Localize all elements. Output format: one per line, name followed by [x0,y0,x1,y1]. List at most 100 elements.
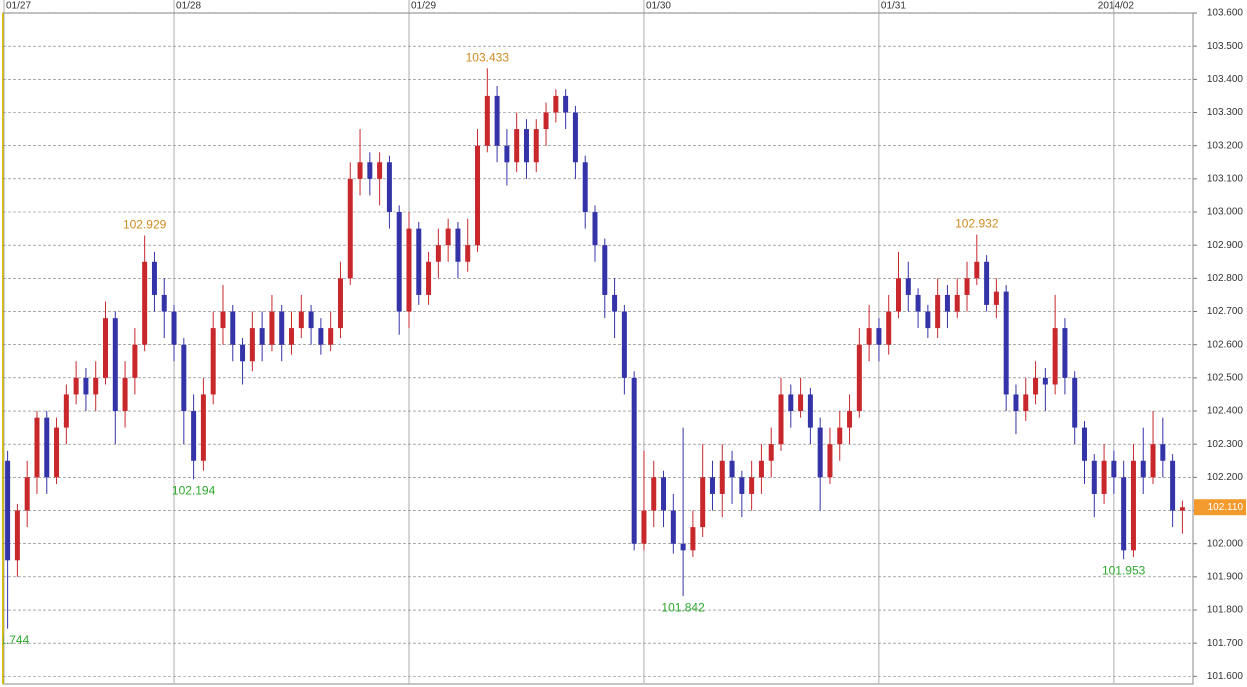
y-tick-label: 101.900 [1207,572,1244,583]
y-tick-label: 102.600 [1207,339,1244,350]
candles: 101.744 102.929 102.194 103.433 101.842 102.9… [3,51,1185,647]
x-tick-label: 2014/02 [1098,1,1135,12]
candle-body [337,278,343,329]
x-tick-label: 01/31 [881,1,906,12]
candle-body [1033,377,1039,395]
candle-body [709,477,715,494]
candle-body [739,477,745,494]
candle-body [445,228,451,246]
candle-body [289,328,295,345]
candle-body [680,543,686,551]
candle-body [132,344,138,378]
candle-body [112,318,118,412]
candle-body [641,510,647,544]
candle-body [817,427,823,478]
last-price-box [1194,499,1246,516]
candle-body [54,427,60,478]
candle-body [1013,394,1019,412]
candle-body [1170,460,1176,511]
candle-body [729,460,735,478]
candle-body [1091,460,1097,494]
candle-body [1082,427,1087,461]
candle-body [347,178,353,279]
candle-body [1052,328,1058,385]
x-tick-label: 01/29 [411,1,436,12]
candle-body [73,377,79,395]
candle-body [1121,477,1127,551]
candle-body [984,261,990,305]
y-tick-label: 102.900 [1207,240,1244,251]
candle-body [396,212,402,312]
candle-body [533,129,539,163]
candle-body [905,278,911,295]
y-tick-label: 103.100 [1207,173,1244,184]
candle-body [435,245,441,262]
candle-body [249,328,255,362]
candle-body [308,311,314,329]
candle-body [886,311,892,345]
candle-body [572,112,578,163]
candle-body [1160,444,1166,461]
candle-body [661,477,667,511]
candle-body [974,261,980,279]
candle-body [426,261,432,295]
candle-body [298,311,304,329]
candle-body [504,145,510,163]
candle-body [377,162,383,179]
candle-body [1140,460,1146,478]
x-tick-label: 01/28 [176,1,201,12]
candle-body [1179,507,1185,511]
candle-body [749,477,755,494]
candle-body [612,294,618,312]
y-tick-label: 102.800 [1207,273,1244,284]
y-tick-label: 103.300 [1207,107,1244,118]
y-tick-label: 102.300 [1207,439,1244,450]
y-tick-label: 102.400 [1207,406,1244,417]
y-tick-label: 101.700 [1207,638,1244,649]
candle-body [1003,291,1009,395]
y-tick-label: 101.600 [1207,671,1244,682]
candle-body [151,261,157,295]
candle-body [328,328,334,345]
y-tick-label: 103.000 [1207,207,1244,218]
candle-body [563,95,569,113]
candle-body [915,294,921,312]
candle-body [935,294,941,329]
candle-body [14,510,20,561]
candle-body [161,294,167,312]
candle-body [592,212,598,246]
y-tick-label: 103.500 [1207,41,1244,52]
candle-body [895,278,901,312]
high-label: 102.932 [955,217,999,231]
candle-body [44,417,50,478]
candle-body [954,294,960,312]
candle-body [719,460,725,494]
candle-body [670,510,676,544]
last-price-label: 102.110 [1208,502,1244,513]
candle-body [318,328,324,345]
labels: 101.600 101.700 101.800 101.900 102.000 102.1… [6,1,1246,682]
candle-body [798,394,804,412]
candle-body [827,444,833,478]
candle-body [220,311,226,329]
low-label: 101.953 [1102,563,1146,577]
candle-body [807,394,813,428]
x-tick-label: 01/27 [6,1,31,12]
candle-body [1042,377,1048,385]
candle-body [455,228,461,262]
candle-body [465,245,471,262]
candle-body [191,411,197,461]
candle-body [700,477,706,528]
candle-body [621,311,627,378]
candle-body [63,394,69,428]
candle-body [103,318,108,378]
candle-body [631,377,637,544]
low-label: 101.842 [661,600,705,614]
candle-body [778,394,784,445]
y-tick-label: 102.500 [1207,372,1244,383]
high-label: 103.433 [466,51,510,65]
plot-frame [2,12,1194,685]
candle-body [856,344,862,412]
candle-body [866,328,872,345]
